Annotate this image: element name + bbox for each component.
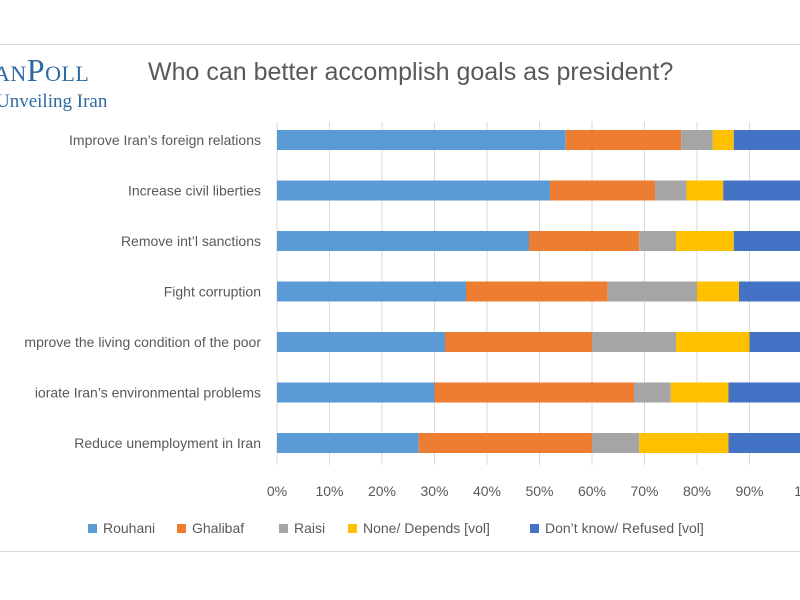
bar-segment bbox=[434, 382, 634, 403]
legend-item: None/ Depends [vol] bbox=[348, 518, 490, 538]
legend-item: Ghalibaf bbox=[177, 518, 244, 538]
bar-segment bbox=[697, 281, 739, 302]
category-label: Reduce unemployment in Iran bbox=[74, 435, 261, 451]
bar-segment bbox=[739, 281, 800, 302]
bar-segment bbox=[466, 281, 608, 302]
bar-segment bbox=[277, 231, 529, 251]
bar-segment bbox=[607, 281, 697, 302]
brand-logo: anPoll bbox=[0, 52, 90, 88]
bar-segment bbox=[277, 433, 419, 453]
bar-segment bbox=[655, 180, 687, 201]
x-tick-labels: 0% 10% 20% 30% 40% 50% 60% 70% 80% 90% 10 bbox=[267, 483, 800, 499]
bar-segment bbox=[634, 382, 671, 403]
bar-segment bbox=[639, 433, 729, 453]
x-tick-label: 10% bbox=[315, 483, 343, 499]
category-label: Improve Iran’s foreign relations bbox=[69, 132, 261, 148]
bar-segment bbox=[728, 433, 800, 453]
bar-segment bbox=[277, 130, 566, 150]
category-label: iorate Iran’s environmental problems bbox=[35, 385, 261, 401]
bar-segment bbox=[686, 180, 724, 201]
bar-segment bbox=[639, 231, 676, 251]
bar-segment bbox=[728, 382, 800, 403]
bar-segment bbox=[749, 332, 800, 352]
bar-segment bbox=[592, 433, 640, 453]
x-tick-label: 90% bbox=[735, 483, 763, 499]
brand-tagline: Unveiling Iran bbox=[0, 91, 108, 112]
x-tick-label: 50% bbox=[525, 483, 553, 499]
bar-segment bbox=[445, 332, 592, 352]
category-label: Fight corruption bbox=[164, 284, 261, 300]
legend-label: None/ Depends [vol] bbox=[363, 520, 490, 536]
x-tick-label: 0% bbox=[267, 483, 287, 499]
chart-title: Who can better accomplish goals as presi… bbox=[148, 58, 674, 86]
legend-item: Don’t know/ Refused [vol] bbox=[530, 518, 704, 538]
bar-segment bbox=[550, 180, 655, 201]
legend-item: Rouhani bbox=[88, 518, 155, 538]
bar-segment bbox=[681, 130, 713, 150]
bar-segment bbox=[277, 281, 466, 302]
legend-swatch bbox=[88, 523, 97, 533]
legend-label: Ghalibaf bbox=[192, 520, 245, 536]
legend: Rouhani Ghalibaf Raisi None/ Depends [vol] D… bbox=[0, 518, 800, 538]
legend-label: Don’t know/ Refused [vol] bbox=[545, 520, 704, 536]
bar-segment bbox=[592, 332, 676, 352]
bar-segment bbox=[676, 332, 750, 352]
bar-segment bbox=[733, 130, 800, 150]
bar-segment bbox=[676, 231, 734, 251]
x-tick-label: 10 bbox=[794, 483, 800, 499]
category-labels: Improve Iran’s foreign relations Increase… bbox=[24, 132, 261, 451]
legend-label: Raisi bbox=[294, 520, 326, 536]
bar-segment bbox=[723, 180, 800, 201]
legend-swatch bbox=[279, 523, 288, 533]
bar-segment bbox=[277, 180, 550, 201]
category-label: Increase civil liberties bbox=[128, 183, 261, 199]
x-tick-label: 40% bbox=[473, 483, 501, 499]
bars bbox=[277, 130, 800, 453]
x-tick-label: 20% bbox=[368, 483, 396, 499]
x-tick-label: 70% bbox=[630, 483, 658, 499]
bar-segment bbox=[712, 130, 734, 150]
bar-segment bbox=[277, 332, 445, 352]
x-tick-label: 80% bbox=[683, 483, 711, 499]
legend-item: Raisi bbox=[279, 518, 325, 538]
bar-segment bbox=[418, 433, 592, 453]
bar-segment bbox=[670, 382, 729, 403]
chart-frame bbox=[0, 44, 800, 552]
bar-segment bbox=[529, 231, 640, 251]
bar-segment bbox=[277, 382, 435, 403]
x-tick-label: 30% bbox=[420, 483, 448, 499]
bar-segment bbox=[565, 130, 682, 150]
bar-segment bbox=[733, 231, 800, 251]
legend-swatch bbox=[348, 523, 357, 533]
legend-swatch bbox=[530, 523, 539, 533]
category-label: mprove the living condition of the poor bbox=[24, 334, 261, 350]
category-label: Remove int’l sanctions bbox=[121, 233, 261, 249]
legend-label: Rouhani bbox=[103, 520, 156, 536]
x-tick-label: 60% bbox=[578, 483, 606, 499]
legend-swatch bbox=[177, 523, 186, 533]
